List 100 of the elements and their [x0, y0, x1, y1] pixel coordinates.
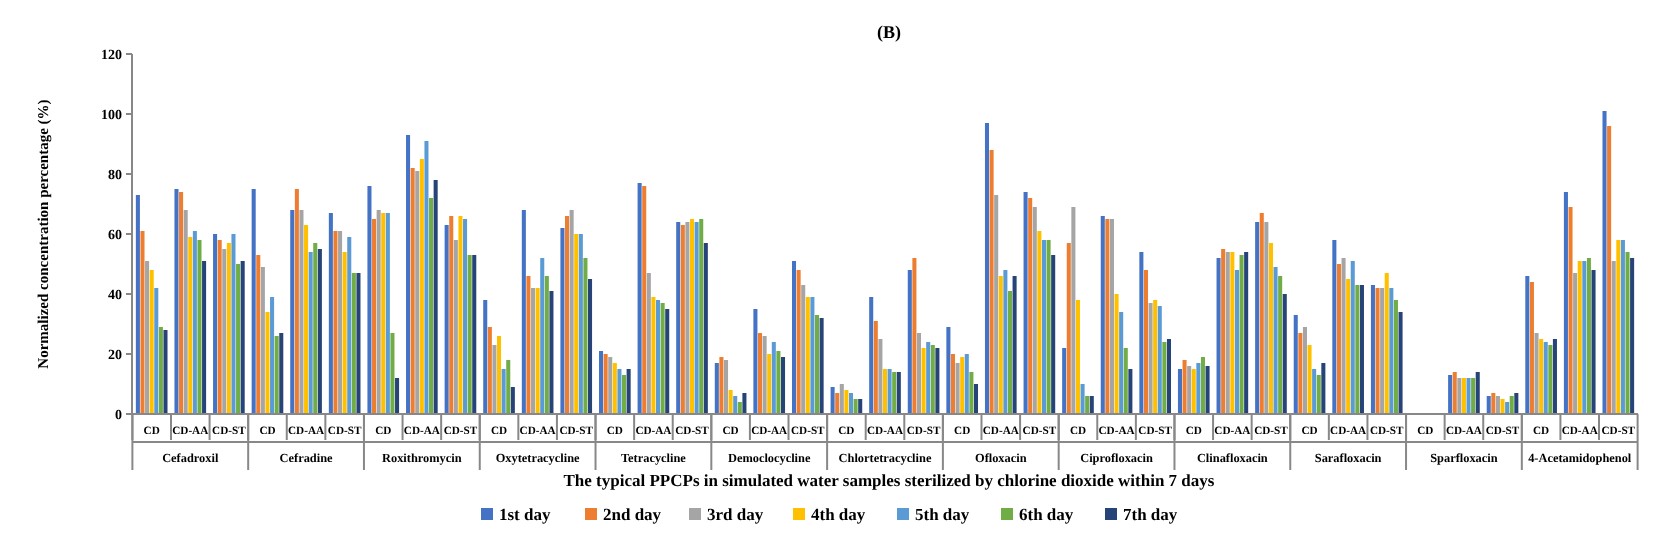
bar [1293, 315, 1298, 414]
bar [415, 171, 420, 414]
bar [771, 342, 776, 414]
bar [406, 135, 411, 414]
bar [1119, 312, 1124, 414]
bar [183, 210, 188, 414]
bar [887, 369, 892, 414]
bar [328, 213, 333, 414]
bar [1273, 267, 1278, 414]
bar [1244, 252, 1249, 414]
bar [313, 243, 318, 414]
bar [197, 240, 202, 414]
legend-label: 5th day [915, 504, 971, 524]
bar [796, 270, 801, 414]
bar [665, 309, 670, 414]
bar [453, 240, 458, 414]
bar [145, 261, 150, 414]
bar [907, 270, 912, 414]
bar [274, 336, 279, 414]
bar [733, 396, 738, 414]
bar [989, 150, 994, 414]
bar [192, 231, 197, 414]
bar [612, 363, 617, 414]
bar [1230, 252, 1235, 414]
bar [188, 237, 193, 414]
bar [1264, 222, 1269, 414]
bar [998, 276, 1003, 414]
bar [839, 384, 844, 414]
bar [969, 372, 974, 414]
bar [506, 360, 511, 414]
bar [1346, 279, 1351, 414]
bar [1123, 348, 1128, 414]
bar [637, 183, 642, 414]
bar [1278, 276, 1283, 414]
bar [410, 168, 415, 414]
bar [1384, 273, 1389, 414]
bar [776, 351, 781, 414]
bar [950, 354, 956, 414]
bar [814, 315, 820, 414]
bar [1046, 240, 1051, 414]
bar [1239, 255, 1244, 414]
bar [226, 243, 231, 414]
bar [853, 399, 858, 414]
bar [1143, 270, 1148, 414]
legend-label: 6th day [1019, 504, 1075, 524]
bar [1312, 369, 1317, 414]
bar [304, 225, 309, 414]
bar [1332, 240, 1337, 414]
bar [174, 189, 179, 414]
bar [1205, 366, 1210, 414]
bar [1023, 192, 1028, 414]
bar [699, 219, 704, 414]
bar [1139, 252, 1144, 414]
bar [955, 363, 960, 414]
bar [1591, 270, 1596, 414]
bar [1607, 126, 1612, 414]
bar [1380, 288, 1385, 414]
bar [1148, 303, 1153, 414]
bar [1525, 276, 1530, 414]
bar [1177, 369, 1182, 414]
bar [265, 312, 270, 414]
chart-title: (B) [877, 22, 901, 42]
bar [1630, 258, 1635, 414]
bar [1341, 258, 1346, 414]
bar [158, 327, 163, 414]
bar [1268, 243, 1273, 414]
x-axis-title: The typical PPCPs in simulated water samples sterilized by chlorine dioxide within 7 days [563, 470, 1216, 490]
bar [497, 336, 502, 414]
bar [1075, 300, 1080, 414]
bar [835, 393, 840, 414]
bar [149, 270, 154, 414]
bar [848, 393, 854, 414]
bar [521, 210, 526, 414]
bar [703, 243, 708, 414]
bar [333, 231, 338, 414]
bar [1509, 396, 1514, 414]
bar [1370, 285, 1375, 414]
bar [869, 297, 874, 414]
bar [1316, 375, 1321, 414]
bar [1234, 270, 1239, 414]
bar [1486, 396, 1491, 414]
bar [1389, 288, 1394, 414]
bar [714, 363, 719, 414]
bar [294, 189, 299, 414]
bar [1563, 192, 1568, 414]
bar [1114, 294, 1119, 414]
bar [1080, 384, 1085, 414]
bar [1398, 312, 1403, 414]
bar [342, 252, 347, 414]
bar [1568, 207, 1573, 414]
bar [1602, 111, 1607, 414]
bar [1298, 333, 1303, 414]
bar [1577, 261, 1582, 414]
bar [1003, 270, 1008, 414]
bar [1573, 273, 1578, 414]
bar [1307, 345, 1312, 414]
bar [367, 186, 372, 414]
bar [154, 288, 159, 414]
bar [449, 216, 454, 414]
bar [801, 285, 806, 414]
